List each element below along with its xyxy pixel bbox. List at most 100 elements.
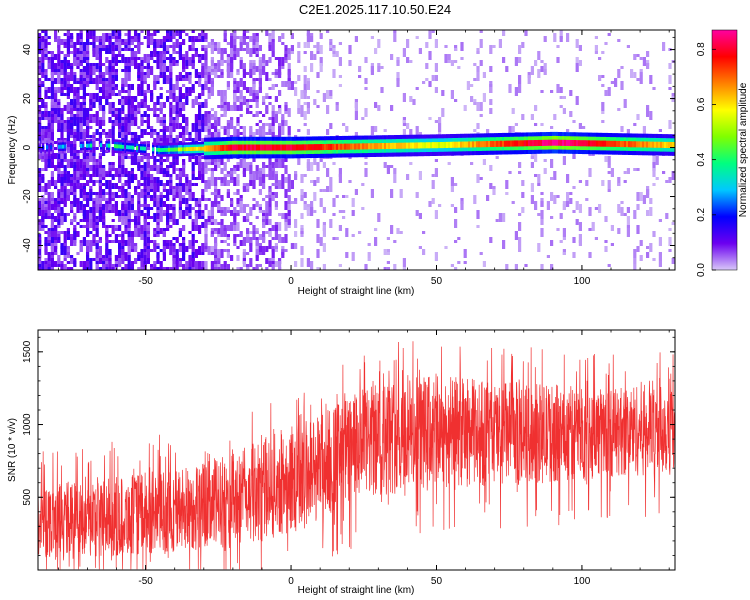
spectrogram-cell xyxy=(271,162,275,171)
spectrogram-cell xyxy=(162,195,166,198)
spectrogram-cell xyxy=(66,135,70,141)
spectrogram-cell xyxy=(287,195,291,204)
spectrogram-cell xyxy=(92,36,96,42)
spectrogram-cell xyxy=(332,198,336,207)
spectrogram-cell xyxy=(444,246,448,249)
spectrogram-cell xyxy=(172,60,176,66)
spectrogram-cell xyxy=(204,111,208,117)
spectrogram-cell xyxy=(274,162,278,168)
spectrogram-cell xyxy=(300,198,304,201)
spectrogram-cell xyxy=(204,87,208,90)
spectrogram-cell xyxy=(233,234,237,243)
spectrogram-cell xyxy=(252,198,256,201)
spectrogram-cell xyxy=(351,198,355,207)
spectrogram-cell xyxy=(82,90,86,93)
spectrogram-cell xyxy=(540,90,544,93)
spectrogram-cell xyxy=(50,144,54,147)
spectrogram-cell xyxy=(114,192,118,198)
spectrogram-cell xyxy=(390,225,394,234)
spectrogram-cell xyxy=(652,168,656,177)
spectrogram-cell xyxy=(319,45,323,54)
spectrogram-ridge-cell xyxy=(244,144,247,151)
spectrogram-cell xyxy=(258,177,262,186)
spectrogram-cell xyxy=(249,36,253,42)
spectrogram-cell xyxy=(220,90,224,99)
spectrogram-cell xyxy=(633,258,637,264)
spectrogram-cell xyxy=(50,204,54,210)
spectrogram-cell xyxy=(169,123,173,126)
spectrogram-cell xyxy=(73,216,77,219)
spectrogram-cell xyxy=(108,267,112,270)
spectrogram-cell xyxy=(201,45,205,48)
spectrogram-cell xyxy=(191,267,195,270)
spectrogram-cell xyxy=(415,126,419,135)
spectrogram-cell xyxy=(143,228,147,231)
spectrogram-cell xyxy=(63,189,67,198)
spectrogram-cell xyxy=(265,108,269,111)
spectrogram-cell xyxy=(41,69,45,72)
spectrogram-cell xyxy=(310,33,314,36)
spectrogram-cell xyxy=(258,69,262,75)
spectrogram-cell xyxy=(169,246,173,255)
spectrogram-cell xyxy=(652,231,656,237)
spectrogram-cell xyxy=(76,93,80,102)
spectrogram-cell xyxy=(281,180,285,189)
spectrogram-cell xyxy=(54,90,58,93)
spectrogram-ridge-cell xyxy=(444,141,447,148)
spectrogram-cell xyxy=(489,87,493,93)
spectrogram-ridge-cell xyxy=(538,139,541,146)
spectrogram-cell xyxy=(278,267,282,270)
spectrogram-cell xyxy=(102,204,106,210)
spectrogram-cell xyxy=(255,165,259,174)
spectrogram-ridge-cell xyxy=(362,143,365,150)
spectrogram-cell xyxy=(159,198,163,207)
spectrogram-cell xyxy=(86,210,90,219)
spectrogram-cell xyxy=(434,75,438,81)
spectrogram-cell xyxy=(95,228,99,234)
spectrogram-cell xyxy=(262,102,266,105)
spectrogram-ridge-cell xyxy=(404,142,407,149)
spectrogram-cell xyxy=(108,225,112,228)
spectrogram-cell xyxy=(38,81,42,84)
spectrogram-cell xyxy=(38,201,42,210)
spectrogram-ridge-cell xyxy=(378,143,381,150)
spectrogram-cell xyxy=(54,69,58,72)
spectrogram-cell xyxy=(249,87,253,96)
spectrogram-ridge-cell xyxy=(482,141,485,148)
spectrogram-cell xyxy=(217,264,221,267)
spectrogram-cell xyxy=(140,225,144,234)
spectrogram-cell xyxy=(140,30,144,33)
spectrogram-ridge-cell xyxy=(144,146,147,151)
spectrogram-cell xyxy=(358,75,362,78)
spectrogram-cell xyxy=(575,63,579,72)
spectrogram-cell xyxy=(428,117,432,120)
spectrogram-ridge-cell xyxy=(582,140,585,147)
spectrogram-cell xyxy=(156,114,160,117)
spectrogram-cell xyxy=(271,264,275,270)
spectrogram-cell xyxy=(591,222,595,231)
spectrogram-cell xyxy=(79,123,83,132)
spectrogram-cell xyxy=(70,237,74,246)
spectrogram-cell xyxy=(662,42,666,51)
spectrogram-cell xyxy=(118,234,122,237)
spectrogram-cell xyxy=(374,126,378,132)
spectrogram-cell xyxy=(63,186,67,189)
spectrogram-cell xyxy=(454,240,458,243)
spectrogram-cell xyxy=(210,123,214,129)
spectrogram-cell xyxy=(73,240,77,246)
spectrogram-cell xyxy=(178,78,182,81)
spectrogram-cell xyxy=(255,171,259,180)
spectrogram-cell xyxy=(505,180,509,189)
spectrogram-cell xyxy=(111,36,115,39)
spectrogram-ridge-cell xyxy=(630,141,633,148)
spectrogram-cell xyxy=(98,204,102,207)
spectrogram-cell xyxy=(54,30,58,39)
spectrogram-cell xyxy=(562,108,566,114)
spectrogram-cell xyxy=(38,246,42,249)
spectrogram-cell xyxy=(175,105,179,114)
spectrogram-cell xyxy=(66,102,70,105)
spectrogram-cell xyxy=(626,225,630,228)
spectrogram-cell xyxy=(306,33,310,42)
spectrogram-cell xyxy=(239,198,243,201)
spectrogram-cell xyxy=(143,66,147,69)
